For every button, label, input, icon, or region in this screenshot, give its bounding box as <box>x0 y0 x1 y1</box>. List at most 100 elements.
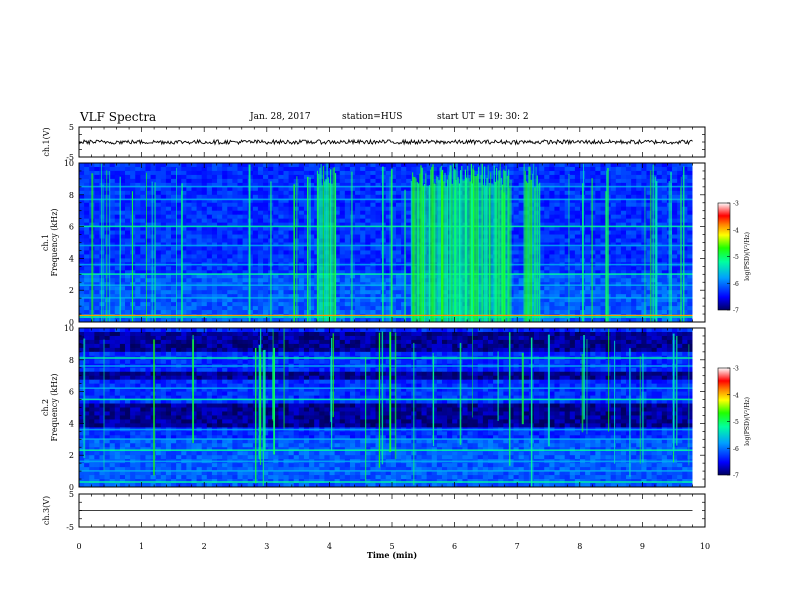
xtick-label: 1 <box>139 542 144 551</box>
sferic-streak <box>629 348 631 477</box>
burst-streak <box>528 166 530 322</box>
cbar-ch1-tick: -5 <box>733 254 739 261</box>
sferic-streak <box>102 184 104 322</box>
sferic-streak <box>639 356 641 464</box>
start-time-label: start UT = 19: 30: 2 <box>437 112 529 122</box>
no-data-area <box>692 163 705 322</box>
spectral-line <box>79 316 693 318</box>
ch1-spectrogram <box>79 163 705 323</box>
burst-streak <box>462 180 464 322</box>
sferic-streak <box>680 176 682 322</box>
sferic-streak <box>332 333 334 418</box>
sferic-streak <box>676 335 678 446</box>
cbar-ch1-label: log(PSD)(V²/Hz) <box>744 232 751 281</box>
burst-streak <box>533 163 535 322</box>
burst-streak <box>418 183 420 322</box>
sferic-streak <box>273 347 275 455</box>
ch2-spec-ylabel: ch.2 Frequency (kHz) <box>41 373 59 441</box>
cbar-ch2-tick: -4 <box>733 392 739 399</box>
burst-streak <box>448 175 450 322</box>
burst-streak <box>319 167 321 322</box>
burst-streak <box>497 180 499 322</box>
burst-streak <box>456 163 458 322</box>
sferic-streak <box>330 356 332 422</box>
sferic-streak <box>378 332 381 468</box>
spectral-line <box>79 273 693 275</box>
xtick-label: 5 <box>389 542 394 551</box>
burst-streak <box>426 185 428 322</box>
sferic-streak <box>154 182 156 322</box>
burst-streak <box>536 175 538 322</box>
sferic-streak <box>441 171 443 322</box>
burst-streak <box>416 182 418 322</box>
sferic-streak <box>390 169 393 322</box>
sferic-streak <box>489 183 491 322</box>
no-data-area <box>692 328 705 487</box>
cbar-ch2-tick: -6 <box>733 446 739 453</box>
burst-streak <box>479 182 481 322</box>
sferic-streak <box>670 172 672 322</box>
burst-streak <box>485 185 487 322</box>
burst-streak <box>433 183 435 322</box>
sferic-streak <box>642 353 644 463</box>
sferic-streak <box>688 344 690 466</box>
burst-streak <box>451 183 453 322</box>
burst-streak <box>498 170 500 322</box>
sferic-streak <box>263 349 266 451</box>
cbar-ch2-tick: -5 <box>733 419 739 426</box>
spectral-line <box>79 365 693 367</box>
ytick-label-s1: 4 <box>69 254 74 263</box>
ytick-label-s2: 4 <box>69 419 74 428</box>
spectral-line <box>79 284 693 286</box>
burst-streak <box>420 165 422 322</box>
sferic-streak <box>404 189 406 322</box>
burst-streak <box>331 184 333 322</box>
sferic-streak <box>614 340 616 464</box>
sferic-streak <box>119 176 121 322</box>
burst-streak <box>415 178 417 322</box>
burst-streak <box>494 181 496 322</box>
ytick-label-w1: -5 <box>66 153 74 162</box>
burst-streak <box>419 173 421 322</box>
sferic-streak <box>449 165 452 322</box>
cbar-ch2-tick: -7 <box>733 473 739 480</box>
sferic-streak <box>503 192 506 322</box>
burst-streak <box>482 185 484 322</box>
burst-streak <box>524 170 526 322</box>
burst-streak <box>424 184 426 322</box>
sferic-streak <box>389 176 391 322</box>
sferic-streak <box>454 169 457 322</box>
sferic-streak <box>501 190 503 322</box>
spectral-line <box>79 198 693 201</box>
burst-streak <box>428 185 430 322</box>
burst-streak <box>496 167 498 322</box>
xtick-label: 6 <box>452 542 457 551</box>
ytick-label-s2: 6 <box>69 388 74 397</box>
xtick-label: 7 <box>515 542 520 551</box>
sferic-streak <box>181 183 183 322</box>
burst-streak <box>535 166 537 322</box>
burst-streak <box>425 173 427 322</box>
cbar-ch2-tick: -3 <box>733 366 739 373</box>
burst-streak <box>333 167 335 322</box>
burst-streak <box>531 173 534 322</box>
sferic-streak <box>153 339 155 476</box>
xtick-label: 9 <box>640 542 645 551</box>
sferic-streak <box>459 342 462 445</box>
burst-streak <box>468 178 470 322</box>
sferic-streak <box>101 163 102 322</box>
burst-streak <box>413 176 415 322</box>
sferic-streak <box>649 170 652 322</box>
burst-streak <box>330 169 332 322</box>
burst-streak <box>463 180 465 322</box>
burst-streak <box>529 166 531 322</box>
sferic-streak <box>109 171 111 322</box>
ch1-spec-ylabel: ch.1 Frequency (kHz) <box>41 208 59 276</box>
sferic-streak <box>652 164 654 322</box>
burst-streak <box>505 165 507 322</box>
burst-streak <box>480 174 482 322</box>
sferic-streak <box>296 176 298 322</box>
burst-streak <box>499 163 501 322</box>
spectral-line <box>79 263 693 266</box>
burst-streak <box>460 170 462 322</box>
